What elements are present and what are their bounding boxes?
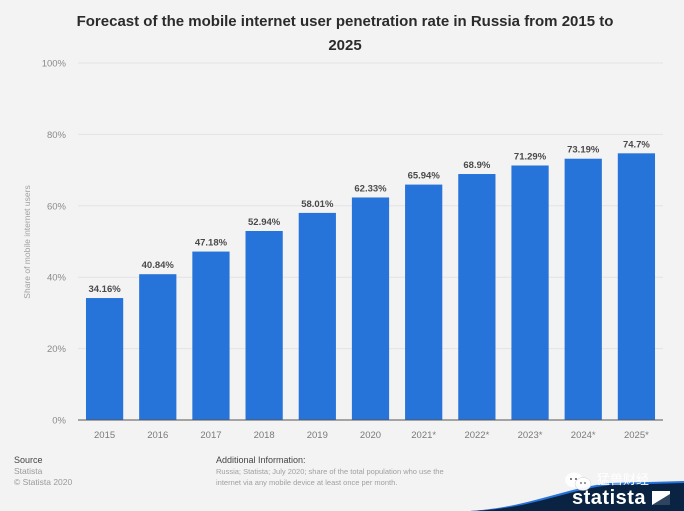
y-tick-label: 60% bbox=[47, 201, 67, 212]
statista-logo-icon bbox=[652, 491, 670, 505]
additional-info-block: Additional Information: Russia; Statista… bbox=[216, 455, 486, 488]
bar-2018[interactable] bbox=[245, 231, 283, 420]
x-axis-ticks: 2015 2016 2017 2018 2019 2020 2021* 2022* 2023* 2… bbox=[94, 430, 649, 441]
data-label: 71.29% bbox=[514, 151, 547, 162]
x-tick-label: 2025* bbox=[624, 430, 649, 441]
chart-title: Forecast of the mobile internet user pen… bbox=[76, 13, 614, 54]
y-tick-label: 0% bbox=[52, 416, 66, 427]
x-tick-label: 2022* bbox=[464, 430, 489, 441]
data-label: 62.33% bbox=[354, 183, 387, 194]
bar-2015[interactable] bbox=[85, 298, 124, 420]
bar-chart: 0% 20% 40% 60% 80% 100% Share of mobile inter… bbox=[22, 59, 663, 441]
x-tick-label: 2019 bbox=[307, 430, 328, 441]
source-name[interactable]: Statista bbox=[14, 466, 43, 476]
wechat-icon bbox=[565, 472, 592, 491]
x-tick-label: 2023* bbox=[518, 430, 543, 441]
source-heading: Source bbox=[14, 455, 43, 465]
bar-2016[interactable] bbox=[139, 274, 177, 420]
x-tick-label: 2015 bbox=[94, 430, 115, 441]
data-labels: 34.16% 40.84% 47.18% 52.94% 58.01% 62.33% 65.9… bbox=[88, 139, 650, 295]
bar-2024[interactable] bbox=[564, 158, 602, 420]
x-tick-label: 2020 bbox=[360, 430, 381, 441]
bar-2021[interactable] bbox=[405, 184, 443, 420]
data-label: 47.18% bbox=[195, 238, 228, 249]
data-label: 65.94% bbox=[408, 171, 441, 182]
bar-2022[interactable] bbox=[458, 174, 496, 420]
bar-2017[interactable] bbox=[192, 251, 230, 420]
bar-2023[interactable] bbox=[511, 165, 549, 420]
y-axis-ticks: 0% 20% 40% 60% 80% 100% bbox=[42, 59, 67, 427]
copyright: © Statista 2020 bbox=[14, 477, 73, 487]
x-tick-label: 2021* bbox=[411, 430, 436, 441]
data-label: 40.84% bbox=[142, 260, 175, 271]
y-axis-label: Share of mobile internet users bbox=[22, 185, 32, 298]
statista-logo-text[interactable]: statista bbox=[572, 487, 647, 509]
additional-info-line: Russia; Statista; July 2020; share of th… bbox=[216, 467, 444, 476]
data-label: 73.19% bbox=[567, 145, 600, 156]
x-tick-label: 2016 bbox=[147, 430, 168, 441]
data-label: 34.16% bbox=[88, 284, 121, 295]
y-tick-label: 20% bbox=[47, 344, 67, 355]
statista-brand-banner bbox=[470, 481, 684, 511]
additional-info-heading: Additional Information: bbox=[216, 455, 306, 465]
x-tick-label: 2017 bbox=[200, 430, 221, 441]
y-tick-label: 100% bbox=[42, 59, 67, 70]
source-block: Source Statista © Statista 2020 bbox=[14, 455, 72, 488]
bar-2019[interactable] bbox=[298, 212, 336, 420]
watermark-text: 猛兽财经 bbox=[597, 472, 650, 487]
data-label: 68.9% bbox=[463, 160, 490, 171]
data-label: 74.7% bbox=[623, 139, 650, 150]
additional-info-line: internet via any mobile device at least … bbox=[216, 478, 398, 487]
bars bbox=[85, 153, 656, 421]
data-label: 58.01% bbox=[301, 199, 334, 210]
y-tick-label: 40% bbox=[47, 273, 67, 284]
bar-2020[interactable] bbox=[351, 197, 390, 420]
x-tick-label: 2018 bbox=[254, 430, 275, 441]
y-tick-label: 80% bbox=[47, 130, 67, 141]
bar-2025[interactable] bbox=[617, 153, 656, 421]
data-label: 52.94% bbox=[248, 217, 281, 228]
x-tick-label: 2024* bbox=[571, 430, 596, 441]
